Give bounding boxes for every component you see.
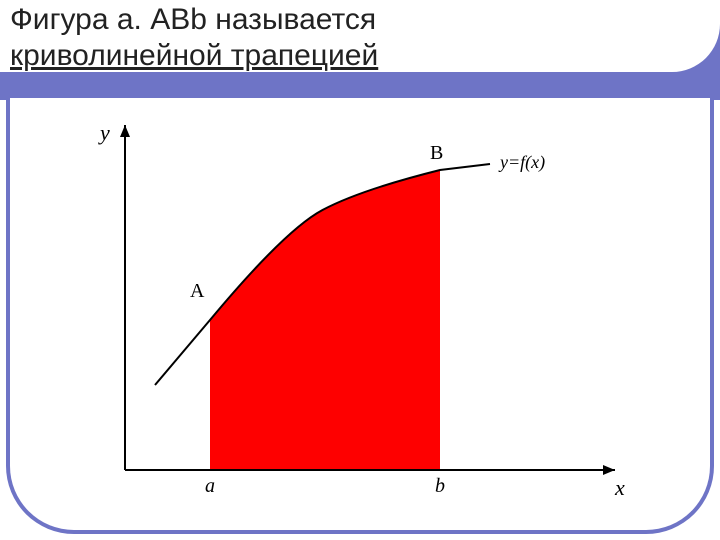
title-line-2: криволинейной трапецией	[10, 38, 710, 74]
function-label: y=f(x)	[500, 152, 545, 173]
x-axis-label: x	[615, 475, 625, 501]
trapezoid-chart: y x a b A B y=f(x)	[60, 120, 660, 520]
point-A-label: A	[190, 280, 204, 303]
a-label: a	[205, 475, 215, 498]
point-B-label: B	[430, 142, 443, 165]
chart-svg	[60, 120, 660, 520]
title-plain: Фигура а. АВb называется	[10, 3, 376, 36]
b-label: b	[435, 475, 445, 498]
y-axis-label: y	[100, 120, 110, 146]
title-line-1: Фигура а. АВb называется	[10, 2, 710, 38]
title-link: криволинейной трапецией	[10, 39, 378, 72]
